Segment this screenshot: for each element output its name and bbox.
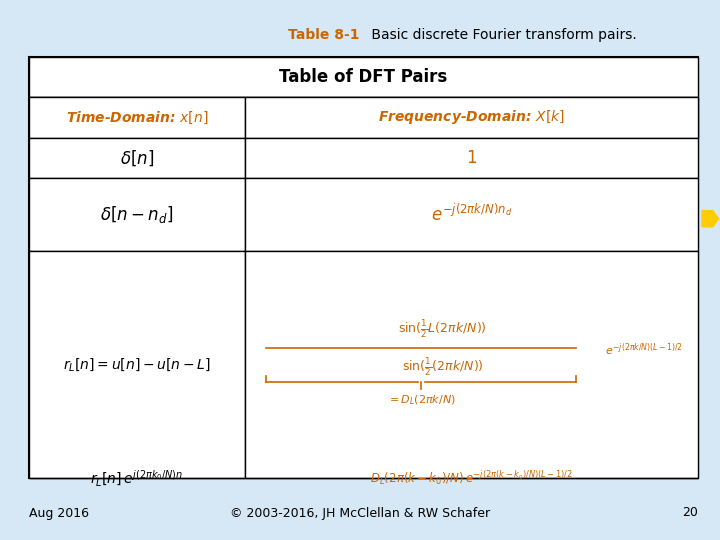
- Text: © 2003-2016, JH McClellan & RW Schafer: © 2003-2016, JH McClellan & RW Schafer: [230, 507, 490, 519]
- Text: 20: 20: [683, 507, 698, 519]
- Bar: [245, 138, 698, 178]
- Text: $e^{-j(2\pi k/N)(L-1)/2}$: $e^{-j(2\pi k/N)(L-1)/2}$: [605, 341, 683, 357]
- Bar: [29, 178, 245, 251]
- Bar: [29, 97, 698, 138]
- Text: Frequency-Domain: $X[k]$: Frequency-Domain: $X[k]$: [378, 109, 565, 126]
- Text: $\sin(\frac{1}{2}(2\pi k/N))$: $\sin(\frac{1}{2}(2\pi k/N))$: [402, 356, 484, 378]
- Text: Time-Domain: $x[n]$: Time-Domain: $x[n]$: [66, 109, 208, 126]
- Text: $r_L[n] = u[n] - u[n-L]$: $r_L[n] = u[n] - u[n-L]$: [63, 356, 211, 373]
- Text: $e^{-j(2\pi k/N)n_d}$: $e^{-j(2\pi k/N)n_d}$: [431, 204, 513, 225]
- Text: $D_L(2\pi(k-k_0)/N)\,e^{-j(2\pi(k-k_0)/N)(L-1)/2}$: $D_L(2\pi(k-k_0)/N)\,e^{-j(2\pi(k-k_0)/N…: [370, 469, 573, 487]
- Bar: [29, 57, 698, 478]
- Bar: [29, 138, 245, 178]
- Bar: [245, 251, 698, 478]
- Text: $\delta[n]$: $\delta[n]$: [120, 148, 154, 168]
- Text: Aug 2016: Aug 2016: [29, 507, 89, 519]
- Bar: [29, 97, 245, 138]
- Text: Table of DFT Pairs: Table of DFT Pairs: [279, 68, 448, 86]
- FancyArrow shape: [702, 211, 719, 227]
- Text: $=D_L(2\pi k/N)$: $=D_L(2\pi k/N)$: [387, 393, 456, 407]
- Text: Table 8-1: Table 8-1: [289, 28, 360, 42]
- Text: $\delta[n - n_d]$: $\delta[n - n_d]$: [100, 204, 174, 225]
- Text: Basic discrete Fourier transform pairs.: Basic discrete Fourier transform pairs.: [367, 28, 637, 42]
- Bar: [245, 97, 698, 138]
- Bar: [29, 57, 698, 97]
- Text: $r_L[n]\,e^{j(2\pi k_0/N)n}$: $r_L[n]\,e^{j(2\pi k_0/N)n}$: [90, 468, 184, 488]
- Bar: [29, 251, 245, 478]
- Text: $1$: $1$: [466, 149, 477, 167]
- Text: $\sin(\frac{1}{2}L(2\pi k/N))$: $\sin(\frac{1}{2}L(2\pi k/N))$: [398, 319, 487, 340]
- Bar: [245, 178, 698, 251]
